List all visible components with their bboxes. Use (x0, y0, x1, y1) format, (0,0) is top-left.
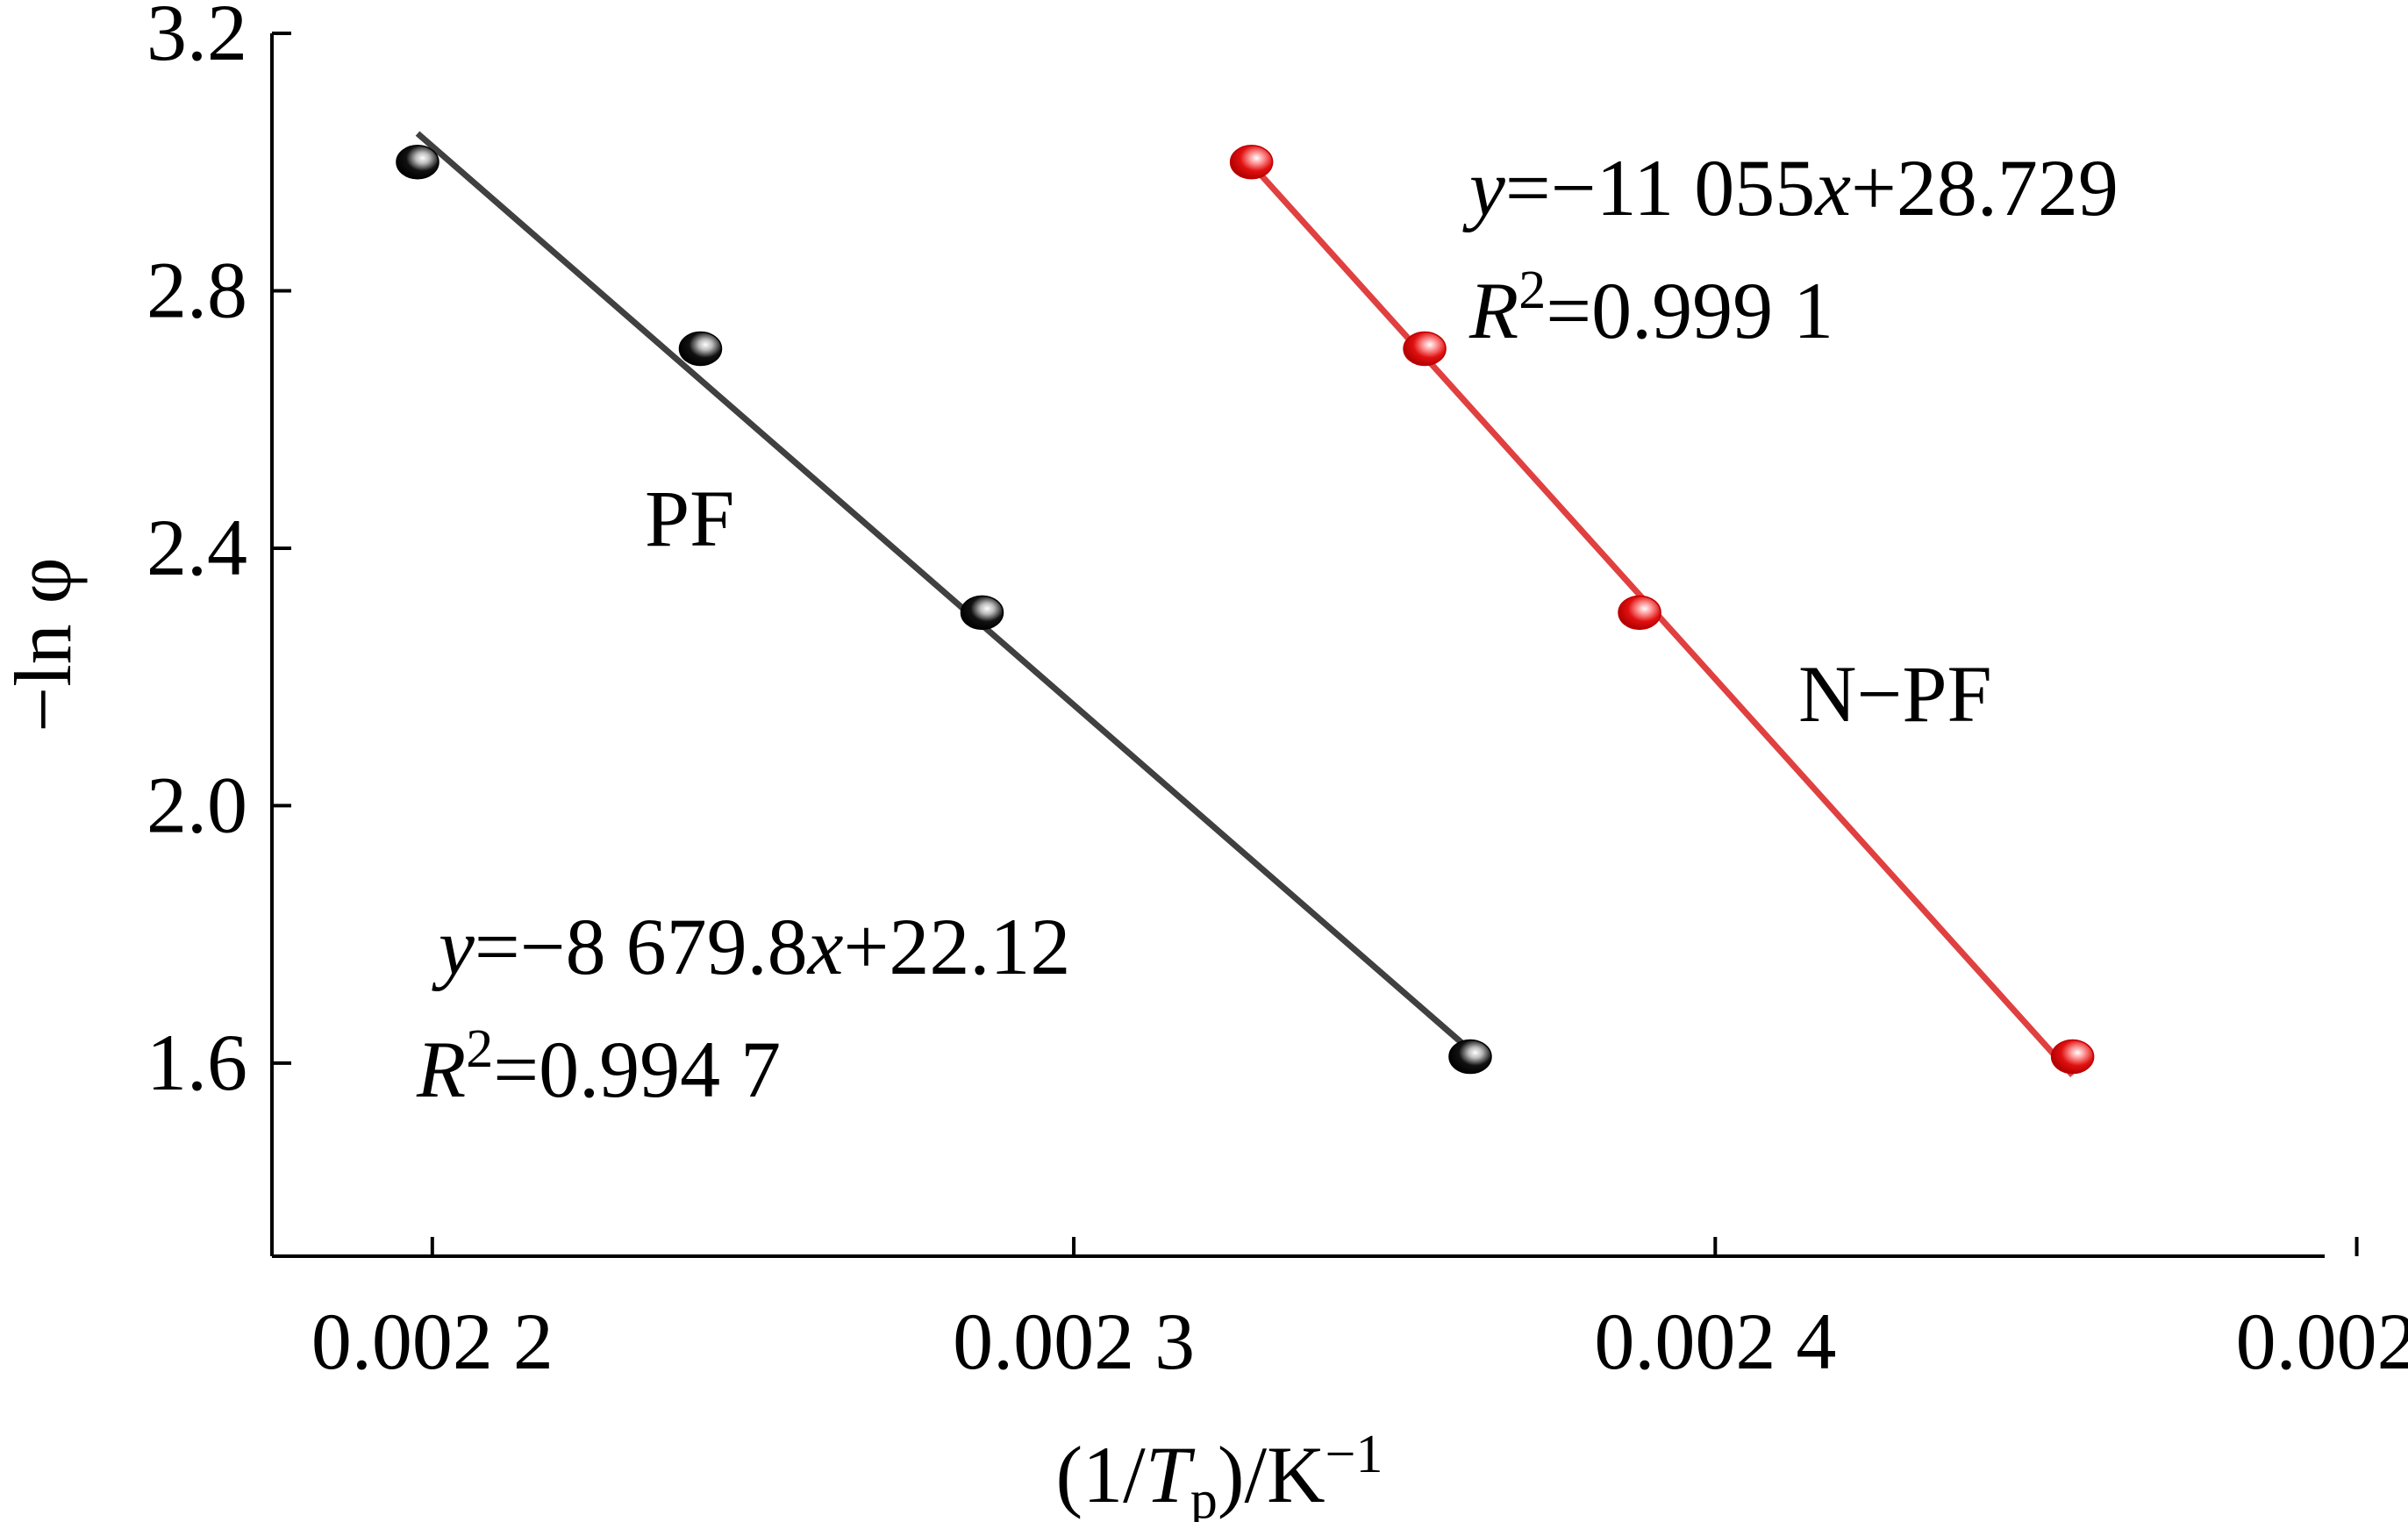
x-axis-title-open: (1/ (1056, 1430, 1147, 1519)
r2-npf-sup: 2 (1518, 261, 1546, 320)
x-axis-title-var: T (1146, 1430, 1196, 1519)
equation-npf-y: y (1462, 143, 1505, 232)
r2-pf-sup: 2 (466, 1019, 493, 1079)
r2-npf: R2=0.999 1 (1468, 261, 1833, 355)
r2-npf-r: R (1468, 266, 1518, 355)
r2-pf: R2=0.994 7 (416, 1019, 781, 1114)
x-axis-title-close: )/K (1218, 1430, 1325, 1519)
x-tick-label: 0.002 5 (2236, 1297, 2408, 1386)
series-label-pf: PF (645, 474, 734, 563)
fit-line-pf (415, 131, 1473, 1053)
equation-pf-x: x (806, 902, 844, 991)
equation-pf-eq: =−8 679.8 (475, 902, 808, 991)
x-axis-title-sup: −1 (1325, 1425, 1383, 1484)
equation-npf-x: x (1813, 143, 1851, 232)
series-label-npf: N−PF (1798, 649, 1992, 739)
equation-npf-rest: +28.729 (1851, 143, 2119, 232)
equation-npf-eq: =−11 055 (1505, 143, 1815, 232)
data-point-pf (960, 595, 1004, 631)
y-tick-label: 2.0 (146, 760, 247, 849)
r2-pf-r: R (416, 1025, 466, 1114)
x-ticks: 0.002 2 0.002 3 0.002 4 0.002 5 (311, 1237, 2408, 1386)
equation-pf-rest: +22.12 (843, 902, 1070, 991)
y-tick-label: 3.2 (146, 0, 247, 77)
y-tick-label: 2.4 (146, 503, 247, 592)
equation-pf-y: y (432, 902, 475, 991)
data-point-pf (396, 144, 439, 180)
data-point-npf (2050, 1039, 2095, 1075)
y-tick-label: 1.6 (146, 1018, 247, 1107)
data-point-npf (1403, 331, 1447, 367)
data-point-npf (1618, 595, 1661, 631)
data-point-pf (678, 331, 723, 367)
y-ticks: 1.6 2.0 2.4 2.8 3.2 (146, 0, 291, 1107)
axes (270, 33, 2325, 1258)
y-tick-label: 2.8 (146, 245, 247, 334)
x-tick-label: 0.002 2 (311, 1297, 554, 1386)
r2-npf-value: =0.999 1 (1546, 266, 1833, 355)
fit-line-npf (1249, 162, 2076, 1078)
data-points (396, 144, 2095, 1075)
equation-pf: y=−8 679.8x+22.12 (432, 902, 1070, 991)
x-axis-title-sub: p (1190, 1470, 1218, 1522)
r2-pf-value: =0.994 7 (493, 1025, 781, 1114)
equation-npf: y=−11 055x+28.729 (1462, 143, 2119, 232)
data-point-pf (1448, 1039, 1492, 1075)
x-tick-label: 0.002 4 (1594, 1297, 1836, 1386)
x-tick-label: 0.002 3 (953, 1297, 1195, 1386)
x-axis-title: (1/Tp)/K−1 (1056, 1425, 1383, 1522)
y-axis-title: −ln φ (0, 557, 88, 732)
data-point-npf (1229, 144, 1274, 180)
